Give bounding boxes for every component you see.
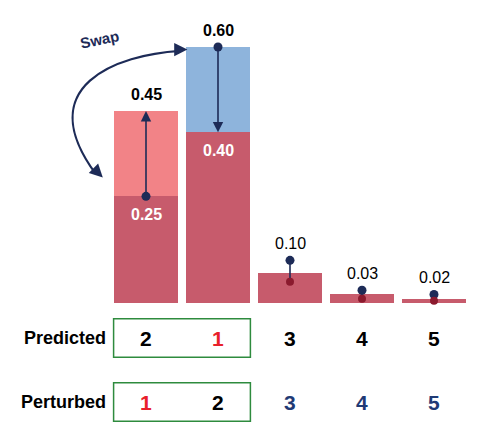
svg-text:2: 2 [212,391,224,414]
svg-text:Perturbed: Perturbed [21,392,106,412]
svg-text:5: 5 [428,391,440,414]
svg-text:0.45: 0.45 [131,86,162,103]
svg-text:2: 2 [140,327,152,350]
svg-text:1: 1 [212,327,224,350]
svg-text:0.10: 0.10 [275,235,306,252]
svg-text:0.02: 0.02 [419,269,450,286]
svg-text:3: 3 [284,391,296,414]
svg-text:3: 3 [284,327,296,350]
svg-text:1: 1 [140,391,152,414]
svg-text:5: 5 [428,327,440,350]
svg-text:0.03: 0.03 [347,265,378,282]
svg-text:4: 4 [356,327,368,350]
svg-text:Swap: Swap [79,27,121,52]
svg-text:0.40: 0.40 [203,142,234,159]
svg-text:Predicted: Predicted [24,328,106,348]
svg-text:4: 4 [356,391,368,414]
svg-text:0.60: 0.60 [203,22,234,39]
svg-text:0.25: 0.25 [131,206,162,223]
